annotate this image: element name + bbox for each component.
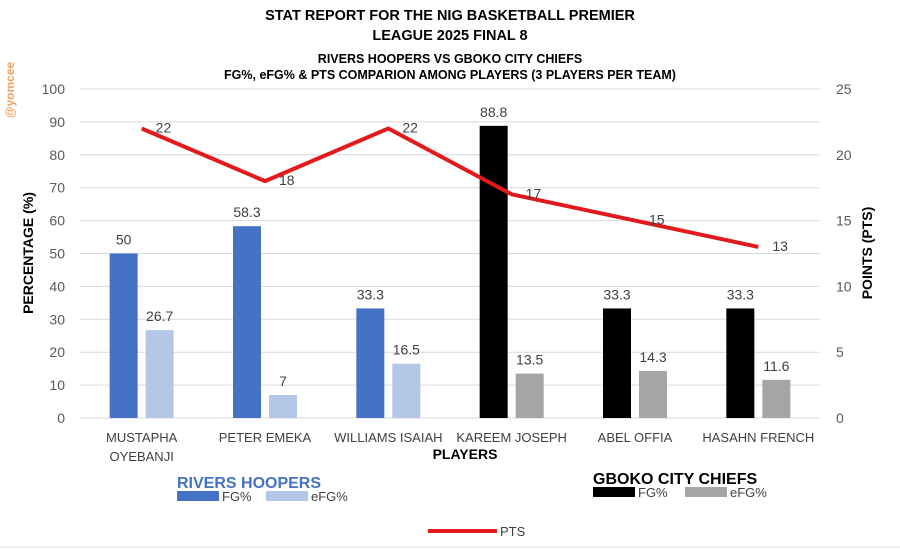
x-category-label: HASAHN FRENCH — [702, 430, 814, 445]
chart-title-line-1: STAT REPORT FOR THE NIG BASKETBALL PREMI… — [265, 8, 635, 24]
y2-axis-title: POINTS (PTS) — [859, 207, 875, 300]
gridlines — [80, 88, 820, 419]
y2-tick-label: 10 — [836, 278, 852, 294]
watermark: @yomcee — [3, 61, 17, 118]
data-label-pts: 17 — [526, 185, 542, 201]
legend-team-name-gboko: GBOKO CITY CHIEFS — [593, 471, 757, 488]
chart-subtitle-line-1: RIVERS HOOPERS VS GBOKO CITY CHIEFS — [318, 52, 582, 66]
bar-efg — [515, 373, 544, 418]
bar-efg — [145, 330, 174, 418]
y2-tick-label: 20 — [836, 147, 852, 163]
data-label-fg: 50 — [116, 232, 132, 248]
y-tick-label: 0 — [57, 410, 65, 426]
bar-fg — [109, 253, 138, 418]
y-tick-label: 90 — [49, 114, 65, 130]
y2-tick-label: 5 — [836, 344, 844, 360]
y-tick-label: 40 — [49, 278, 65, 294]
data-label-fg: 33.3 — [727, 286, 754, 302]
y-axis-right: 0 5 10 15 20 25 — [836, 81, 852, 426]
y-tick-label: 20 — [49, 344, 65, 360]
x-category-label: WILLIAMS ISAIAH — [334, 430, 442, 445]
legend-pts: PTS — [428, 524, 526, 539]
bar-efg — [639, 370, 667, 418]
y2-tick-label: 15 — [836, 213, 852, 229]
bars — [109, 125, 791, 419]
data-label-efg: 14.3 — [639, 349, 666, 365]
legend-label-rivers-efg: eFG% — [311, 489, 348, 504]
chart-subtitle-line-2: FG%, eFG% & PTS COMPARION AMONG PLAYERS … — [224, 68, 676, 82]
legend-label-rivers-fg: FG% — [222, 489, 252, 504]
y-tick-label: 50 — [49, 246, 65, 262]
y-tick-label: 80 — [49, 147, 65, 163]
legend-swatch-rivers-fg — [177, 491, 219, 501]
bar-fg — [233, 226, 261, 418]
data-label-efg: 26.7 — [146, 308, 173, 324]
legend-swatch-rivers-efg — [266, 491, 308, 501]
x-category-label: MUSTAPHA — [106, 430, 178, 445]
legend-label-pts: PTS — [500, 524, 526, 539]
data-label-efg: 13.5 — [516, 352, 543, 368]
y-tick-label: 70 — [49, 180, 65, 196]
legend-swatch-gboko-fg — [593, 487, 635, 497]
bar-efg — [762, 379, 791, 418]
y-axis-left: 0 10 20 30 40 50 60 70 80 90 100 — [42, 81, 66, 426]
legend-team-name-rivers: RIVERS HOOPERS — [177, 475, 321, 492]
bar-efg — [269, 394, 297, 418]
data-label-fg: 58.3 — [233, 204, 260, 220]
pts-line — [140, 126, 759, 249]
data-label-efg: 11.6 — [763, 358, 789, 374]
x-category-label: OYEBANJI — [110, 449, 174, 464]
legend-label-gboko-fg: FG% — [638, 485, 668, 500]
data-label-pts: 22 — [402, 119, 418, 135]
data-label-pts: 18 — [279, 172, 295, 188]
data-label-pts: 13 — [772, 238, 788, 254]
x-axis: MUSTAPHA OYEBANJI PETER EMEKA WILLIAMS ISAI… — [106, 430, 814, 464]
legend-label-gboko-efg: eFG% — [730, 485, 767, 500]
y-tick-label: 10 — [49, 377, 65, 393]
pts-series — [140, 126, 759, 249]
bar-fg — [479, 125, 508, 419]
data-label-fg: 33.3 — [357, 286, 384, 302]
data-label-fg: 33.3 — [603, 286, 630, 302]
bar-fg — [356, 308, 385, 418]
y-tick-label: 100 — [42, 81, 66, 97]
y-axis-title: PERCENTAGE (%) — [20, 192, 36, 314]
legend-gboko-city-chiefs: GBOKO CITY CHIEFS FG% eFG% — [593, 471, 767, 500]
data-label-pts: 15 — [649, 212, 665, 228]
y-tick-label: 30 — [49, 311, 65, 327]
legend-rivers-hoopers: RIVERS HOOPERS FG% eFG% — [177, 475, 348, 504]
x-category-label: ABEL OFFIA — [598, 430, 673, 445]
bar-fg — [603, 308, 631, 418]
y-tick-label: 60 — [49, 213, 65, 229]
data-label-efg: 7 — [279, 373, 287, 389]
bar-efg — [392, 363, 421, 418]
y2-tick-label: 25 — [836, 81, 852, 97]
data-label-pts: 22 — [156, 119, 172, 135]
legend-swatch-gboko-efg — [685, 487, 727, 497]
data-label-efg: 16.5 — [393, 342, 420, 358]
y2-tick-label: 0 — [836, 410, 844, 426]
x-category-label: PETER EMEKA — [219, 430, 312, 445]
x-axis-title: PLAYERS — [433, 446, 498, 462]
data-labels: 50 26.7 58.3 7 33.3 16.5 88.8 13.5 33.3 14.3 33.3 1… — [116, 104, 790, 389]
chart-title-line-2: LEAGUE 2025 FINAL 8 — [372, 28, 527, 44]
data-label-fg: 88.8 — [480, 104, 507, 120]
bar-fg — [726, 308, 755, 418]
x-category-label: KAREEM JOSEPH — [456, 430, 567, 445]
